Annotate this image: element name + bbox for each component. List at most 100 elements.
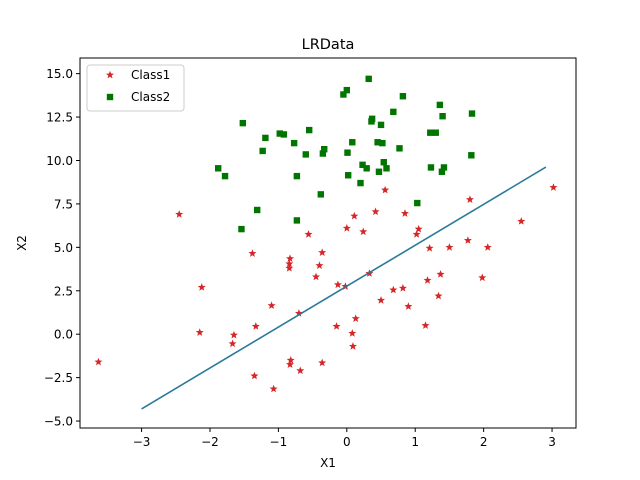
data-point-class1 (294, 309, 303, 317)
data-point-class1 (341, 282, 350, 290)
data-point-class1 (398, 283, 407, 292)
data-point-class2 (317, 191, 325, 198)
data-point-class2 (349, 139, 356, 146)
data-point-class2 (427, 129, 434, 136)
data-point-class2 (379, 139, 386, 147)
data-point-class1 (517, 217, 526, 225)
y-tick-label: 0.0 (54, 328, 73, 342)
data-point-class2 (321, 145, 328, 153)
data-point-class1 (389, 285, 398, 294)
data-point-class1 (229, 330, 238, 339)
y-axis-label: X2 (15, 235, 29, 251)
data-point-class1 (318, 358, 327, 367)
data-point-class2 (280, 131, 288, 138)
x-tick-label: 1 (411, 435, 419, 449)
y-tick-label: 5.0 (54, 241, 73, 255)
data-point-class2 (399, 93, 407, 100)
x-tick-label: 0 (343, 435, 351, 449)
data-point-class2 (253, 206, 261, 214)
data-point-class2 (344, 149, 351, 156)
data-point-class2 (380, 159, 387, 166)
data-point-class2 (343, 86, 351, 94)
data-point-class2 (368, 115, 376, 122)
data-point-class1 (350, 211, 359, 220)
data-point-class1 (286, 254, 295, 263)
data-point-class1 (371, 207, 380, 216)
y-tick-label: 10.0 (46, 154, 73, 168)
legend-star-icon (106, 70, 114, 79)
data-point-class2 (293, 217, 301, 224)
data-point-class1 (463, 236, 472, 244)
data-point-class2 (221, 172, 229, 180)
data-point-class2 (259, 147, 266, 155)
data-point-class1 (423, 276, 432, 284)
data-point-class2 (305, 126, 313, 134)
data-point-class2 (363, 165, 370, 172)
data-point-class2 (383, 165, 390, 172)
axes-layer: −3 −2 −1 0 1 2 3 −5.0 −2.5 0.0 2.5 5.0 7.5 10.0 12.5 15… (44, 67, 556, 449)
data-point-class2 (374, 139, 381, 146)
data-point-class2 (262, 134, 269, 142)
data-point-class1 (412, 230, 421, 238)
data-point-class2 (468, 152, 475, 159)
data-point-class1 (175, 210, 184, 218)
legend: Class1 Class2 (86, 64, 185, 112)
data-point-class2 (357, 179, 364, 187)
chart-title: LRData (302, 37, 355, 53)
data-point-class2 (238, 225, 245, 233)
data-point-class1 (483, 243, 492, 251)
data-point-class2 (302, 151, 309, 158)
data-point-class1 (318, 248, 327, 256)
data-point-class1 (359, 227, 368, 236)
data-point-class1 (333, 280, 342, 289)
data-point-class1 (286, 356, 295, 364)
data-point-class1 (285, 259, 294, 268)
data-point-class1 (228, 339, 237, 348)
data-point-class1 (197, 283, 206, 291)
x-tick-label: 3 (548, 435, 556, 449)
y-tick-label: −2.5 (44, 371, 73, 385)
data-point-class2 (239, 119, 247, 127)
data-point-class1 (425, 244, 434, 252)
plot-area (80, 58, 576, 428)
data-point-class1 (348, 342, 357, 350)
data-point-class2 (468, 110, 476, 117)
data-point-class1 (286, 360, 295, 368)
data-point-class1 (285, 263, 294, 272)
data-point-class2 (375, 168, 383, 175)
data-point-class1 (296, 366, 305, 375)
data-point-class1 (465, 195, 474, 203)
data-point-class1 (312, 272, 321, 281)
data-point-class1 (348, 329, 357, 337)
data-point-class1 (400, 209, 409, 217)
data-point-class1 (248, 249, 257, 257)
data-point-class2 (440, 164, 448, 171)
data-point-class1 (304, 230, 313, 238)
y-tick-label: 7.5 (54, 197, 73, 211)
data-point-class2 (214, 165, 222, 172)
data-point-class1 (381, 185, 390, 194)
data-point-class2 (319, 150, 327, 157)
data-point-class2 (359, 161, 366, 169)
data-point-class1 (434, 291, 443, 300)
legend-label-class2: Class2 (131, 90, 170, 104)
data-point-class2 (365, 75, 372, 83)
data-point-class2 (390, 108, 397, 116)
data-point-class2 (432, 129, 439, 136)
data-point-class2 (427, 164, 435, 171)
y-tick-label: 2.5 (54, 284, 73, 298)
data-point-class1 (549, 183, 558, 191)
data-point-class1 (445, 243, 454, 251)
data-point-class1 (267, 301, 276, 309)
data-point-class2 (344, 172, 352, 179)
data-point-class1 (436, 270, 445, 278)
y-tick-label: 12.5 (46, 111, 73, 125)
x-tick-label: 2 (480, 435, 488, 449)
data-point-class1 (315, 261, 324, 269)
data-point-class2 (396, 145, 403, 152)
x-tick-label: −2 (201, 435, 219, 449)
data-point-class2 (293, 172, 301, 180)
data-point-class2 (439, 112, 446, 120)
legend-label-class1: Class1 (131, 68, 170, 82)
